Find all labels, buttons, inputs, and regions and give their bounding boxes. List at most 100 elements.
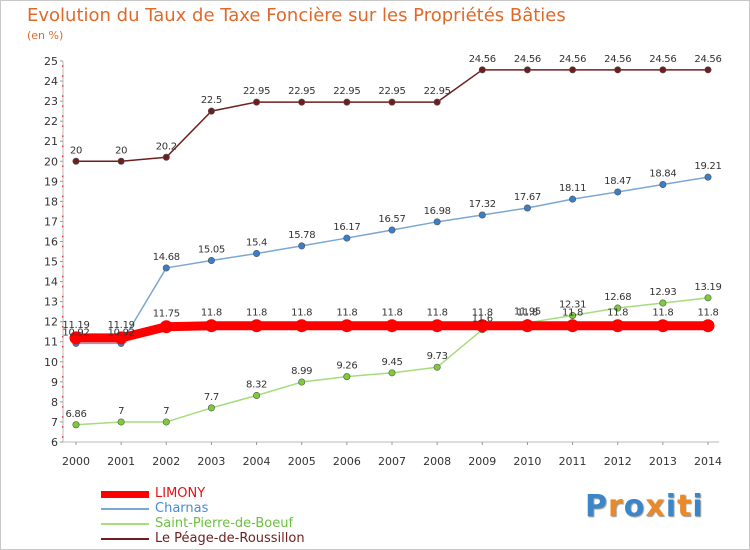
logo-letter: P [585, 489, 608, 524]
y-axis-dot [62, 75, 64, 77]
data-point-le-peage-de-roussillon [298, 98, 306, 106]
y-axis-dot [62, 135, 64, 137]
data-point-charnas [253, 250, 261, 258]
data-label-limony: 11.8 [652, 308, 673, 319]
data-point-limony [295, 319, 309, 333]
data-label-limony: 11.8 [336, 308, 357, 319]
data-label-saint-pierre-de-boeuf: 9.26 [336, 361, 357, 372]
data-label-saint-pierre-de-boeuf: 7 [163, 406, 169, 417]
data-point-limony [520, 319, 534, 333]
data-point-limony [385, 319, 399, 333]
legend-swatch [101, 508, 149, 510]
data-label-limony: 11.8 [697, 308, 718, 319]
data-label-charnas: 18.84 [649, 169, 676, 180]
data-label-le-peage-de-roussillon: 22.95 [243, 86, 270, 97]
x-tick-label: 2000 [62, 455, 90, 468]
y-tick-label: 12 [44, 316, 58, 329]
data-label-limony: 11.8 [381, 308, 402, 319]
data-point-limony [69, 331, 83, 345]
y-tick-label: 9 [51, 376, 58, 389]
y-axis-dot [62, 255, 64, 258]
data-point-limony [656, 319, 670, 333]
data-point-saint-pierre-de-boeuf [117, 418, 125, 426]
legend-swatch [101, 523, 149, 525]
data-point-le-peage-de-roussillon [704, 66, 712, 74]
data-point-le-peage-de-roussillon [72, 157, 80, 165]
data-point-charnas [659, 181, 667, 189]
logo-letter: i [692, 489, 704, 524]
data-label-charnas: 16.17 [333, 222, 360, 233]
y-axis-dot [62, 285, 64, 288]
data-point-le-peage-de-roussillon [162, 153, 170, 161]
data-point-saint-pierre-de-boeuf [614, 304, 622, 312]
data-point-le-peage-de-roussillon [117, 157, 125, 165]
data-label-limony: 11.19 [62, 320, 89, 331]
data-label-charnas: 10.92 [108, 327, 135, 338]
y-tick-label: 18 [44, 195, 58, 208]
data-point-charnas [478, 211, 486, 219]
y-axis-dot [62, 275, 64, 278]
data-point-limony [611, 319, 625, 333]
data-point-le-peage-de-roussillon [433, 98, 441, 106]
data-point-saint-pierre-de-boeuf [659, 299, 667, 307]
data-labels: 20 20 20.2 22.5 22.95 22.95 22.95 22.95 22.95 24.… [62, 54, 721, 420]
data-label-le-peage-de-roussillon: 24.56 [604, 54, 631, 65]
data-point-charnas [523, 204, 531, 212]
y-axis-dot [62, 295, 64, 298]
logo-letter: i [665, 489, 678, 524]
data-point-charnas [388, 226, 396, 234]
y-axis-dot [62, 245, 64, 248]
data-point-saint-pierre-de-boeuf [253, 391, 261, 399]
y-axis-dot [62, 265, 64, 268]
y-axis-dot [62, 95, 64, 97]
y-axis-dot [62, 225, 64, 228]
data-label-le-peage-de-roussillon: 22.95 [378, 86, 405, 97]
data-label-saint-pierre-de-boeuf: 12.68 [604, 292, 631, 303]
data-point-limony [159, 320, 173, 334]
data-label-charnas: 19.21 [694, 161, 721, 172]
axes: 6 7 8 9 10 11 12 13 14 15 16 17 18 19 20 21 22 23 24 25 2000… [44, 55, 722, 468]
data-point-saint-pierre-de-boeuf [298, 378, 306, 386]
data-label-limony: 11.8 [562, 308, 583, 319]
x-tick-label: 2003 [197, 455, 225, 468]
y-tick-label: 25 [44, 55, 58, 68]
x-tick-label: 2006 [333, 455, 361, 468]
data-label-saint-pierre-de-boeuf: 7 [118, 406, 124, 417]
data-label-saint-pierre-de-boeuf: 8.32 [246, 379, 267, 390]
data-label-charnas: 14.68 [153, 252, 180, 263]
y-tick-label: 8 [51, 396, 58, 409]
y-tick-label: 17 [44, 215, 58, 228]
y-axis-dot [62, 205, 64, 208]
y-axis-dot [62, 155, 64, 157]
data-point-le-peage-de-roussillon [343, 98, 351, 106]
data-point-limony [475, 319, 489, 333]
data-point-limony [701, 319, 715, 333]
data-label-le-peage-de-roussillon: 22.95 [424, 86, 451, 97]
data-point-charnas [207, 257, 215, 265]
data-point-charnas [569, 195, 577, 203]
logo-letter: r [608, 489, 624, 524]
y-axis-dot [62, 235, 64, 238]
legend-label: Saint-Pierre-de-Boeuf [155, 516, 294, 531]
data-point-limony [430, 319, 444, 333]
data-label-limony: 11.8 [427, 308, 448, 319]
y-tick-label: 14 [44, 276, 58, 289]
data-label-charnas: 16.98 [424, 206, 451, 217]
data-label-le-peage-de-roussillon: 24.56 [649, 54, 676, 65]
data-label-le-peage-de-roussillon: 24.56 [514, 54, 541, 65]
y-axis-dot [62, 416, 64, 418]
data-point-le-peage-de-roussillon [207, 107, 215, 115]
data-label-saint-pierre-de-boeuf: 11.6 [472, 314, 493, 325]
y-tick-label: 22 [44, 115, 58, 128]
data-point-le-peage-de-roussillon [388, 98, 396, 106]
y-tick-label: 21 [44, 135, 58, 148]
data-point-charnas [162, 264, 170, 272]
data-point-charnas [343, 234, 351, 242]
data-label-saint-pierre-de-boeuf: 7.7 [204, 392, 219, 403]
y-axis-dot [62, 305, 64, 308]
x-tick-label: 2009 [468, 455, 496, 468]
y-axis-dot [62, 356, 64, 358]
y-axis-dot [62, 145, 64, 147]
y-tick-label: 7 [51, 416, 58, 429]
